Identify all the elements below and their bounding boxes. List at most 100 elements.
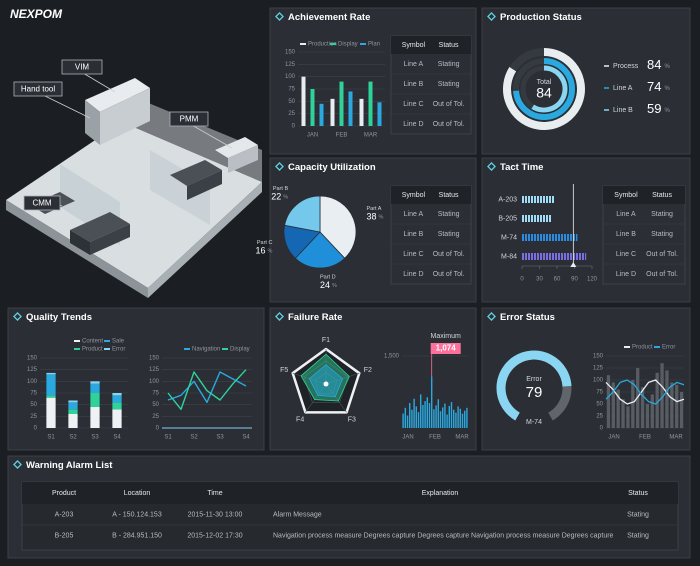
bar xyxy=(450,402,453,428)
radar-spoke xyxy=(305,383,327,413)
panel-icon xyxy=(275,12,284,21)
table-header: Product xyxy=(52,490,76,497)
table-cell: Navigation process measure Degrees captu… xyxy=(273,532,614,539)
panel xyxy=(481,157,691,303)
table-cell: Stating xyxy=(438,231,460,238)
bar xyxy=(359,98,364,126)
unit: % xyxy=(664,86,670,92)
x-tick-label: 120 xyxy=(587,277,598,283)
legend-label: Error xyxy=(112,347,125,353)
radar-axis-label: F4 xyxy=(296,416,304,423)
table-cell: Out of Tol. xyxy=(433,271,465,278)
bar xyxy=(433,409,435,428)
y-tick-label: 0 xyxy=(292,124,296,130)
machine-side xyxy=(70,230,90,255)
target-marker xyxy=(570,262,577,267)
table-cell: Stating xyxy=(438,81,460,88)
total-label: Total xyxy=(537,79,552,86)
table-header: Symbol xyxy=(614,192,638,199)
value: 59 xyxy=(647,101,661,116)
value: 16 xyxy=(256,246,266,256)
slice-name: Part A xyxy=(366,206,381,212)
radar-axis-label: F5 xyxy=(280,367,288,374)
y-tick-label: 1,500 xyxy=(384,354,400,360)
x-tick-label: FEB xyxy=(429,435,441,441)
y-tick-label: 125 xyxy=(27,367,38,373)
y-tick-label: 150 xyxy=(27,356,38,362)
legend-label: Product xyxy=(632,345,653,351)
table-header: Time xyxy=(207,490,222,497)
bar xyxy=(606,375,611,428)
factory-illustration: NEXPOM VIM Hand tool PMM CMM xyxy=(6,7,262,298)
total-value: 84 xyxy=(536,85,552,101)
logo: NEXPOM xyxy=(10,7,63,21)
ring-arc xyxy=(531,65,568,113)
unit: % xyxy=(664,108,670,114)
bar xyxy=(621,399,625,428)
radar-axis-label: F2 xyxy=(364,367,372,374)
legend-label: Production xyxy=(308,42,337,48)
slice-label: 24% xyxy=(320,280,337,290)
line xyxy=(605,379,685,405)
leader-line xyxy=(82,72,116,93)
table-cell: Stating xyxy=(438,61,460,68)
bar xyxy=(409,403,411,428)
bar-segment xyxy=(90,393,100,407)
bar xyxy=(448,405,450,428)
unit: % xyxy=(379,215,384,221)
bar xyxy=(348,91,353,126)
y-tick-label: 0 xyxy=(34,426,38,432)
table-header: Status xyxy=(439,192,459,199)
bar-segment xyxy=(90,383,100,393)
table-header: Status xyxy=(652,192,672,199)
table-cell: Alarm Message xyxy=(273,511,322,518)
x-tick-label: JAN xyxy=(402,435,413,441)
ring-arc xyxy=(513,58,575,120)
bar xyxy=(459,408,461,428)
floor-edge xyxy=(148,182,262,298)
bar-segment xyxy=(112,402,122,410)
gauge-arc xyxy=(496,350,572,421)
bar xyxy=(415,406,417,428)
factory-label: VIM xyxy=(75,63,90,72)
bar xyxy=(368,81,373,126)
ring-arc xyxy=(503,48,585,130)
y-tick-label: A-203 xyxy=(498,196,517,203)
factory-label: CMM xyxy=(32,199,51,208)
table-cell: Out of Tol. xyxy=(646,271,678,278)
unit: % xyxy=(664,64,670,70)
panel xyxy=(481,307,691,451)
machine-top xyxy=(70,212,130,242)
pie-slice xyxy=(294,231,346,269)
y-tick-label: 75 xyxy=(596,390,603,396)
table-cell: Line A xyxy=(404,61,424,68)
bar xyxy=(402,413,404,428)
bar xyxy=(466,407,468,428)
bar xyxy=(442,407,444,428)
bar xyxy=(417,412,420,428)
x-tick-label: 60 xyxy=(554,277,561,283)
bar xyxy=(453,409,455,428)
table-cell: Out of Tol. xyxy=(433,251,465,258)
x-tick-label: S4 xyxy=(113,435,121,441)
pie-slice xyxy=(319,195,357,259)
table-cell: A - 150.124.153 xyxy=(112,511,162,518)
y-tick-label: 25 xyxy=(288,111,295,117)
panel-icon xyxy=(487,312,496,321)
table-header: Status xyxy=(628,490,648,497)
y-tick-label: 50 xyxy=(288,99,295,105)
x-tick-label: S4 xyxy=(242,435,250,441)
x-tick-label: S2 xyxy=(69,435,77,441)
panel-title: Capacity Utilization xyxy=(288,162,376,173)
bar xyxy=(665,370,669,428)
legend-value: 74% xyxy=(647,79,670,94)
panel-icon xyxy=(487,12,496,21)
radar-area xyxy=(308,364,344,398)
bar xyxy=(428,403,431,428)
panel-icon xyxy=(487,162,496,171)
slice-name: Part C xyxy=(257,240,273,246)
y-tick-label: 150 xyxy=(285,50,296,56)
x-tick-label: S3 xyxy=(91,435,99,441)
bar-segment xyxy=(90,407,100,428)
table-cell: Line B xyxy=(403,81,423,88)
